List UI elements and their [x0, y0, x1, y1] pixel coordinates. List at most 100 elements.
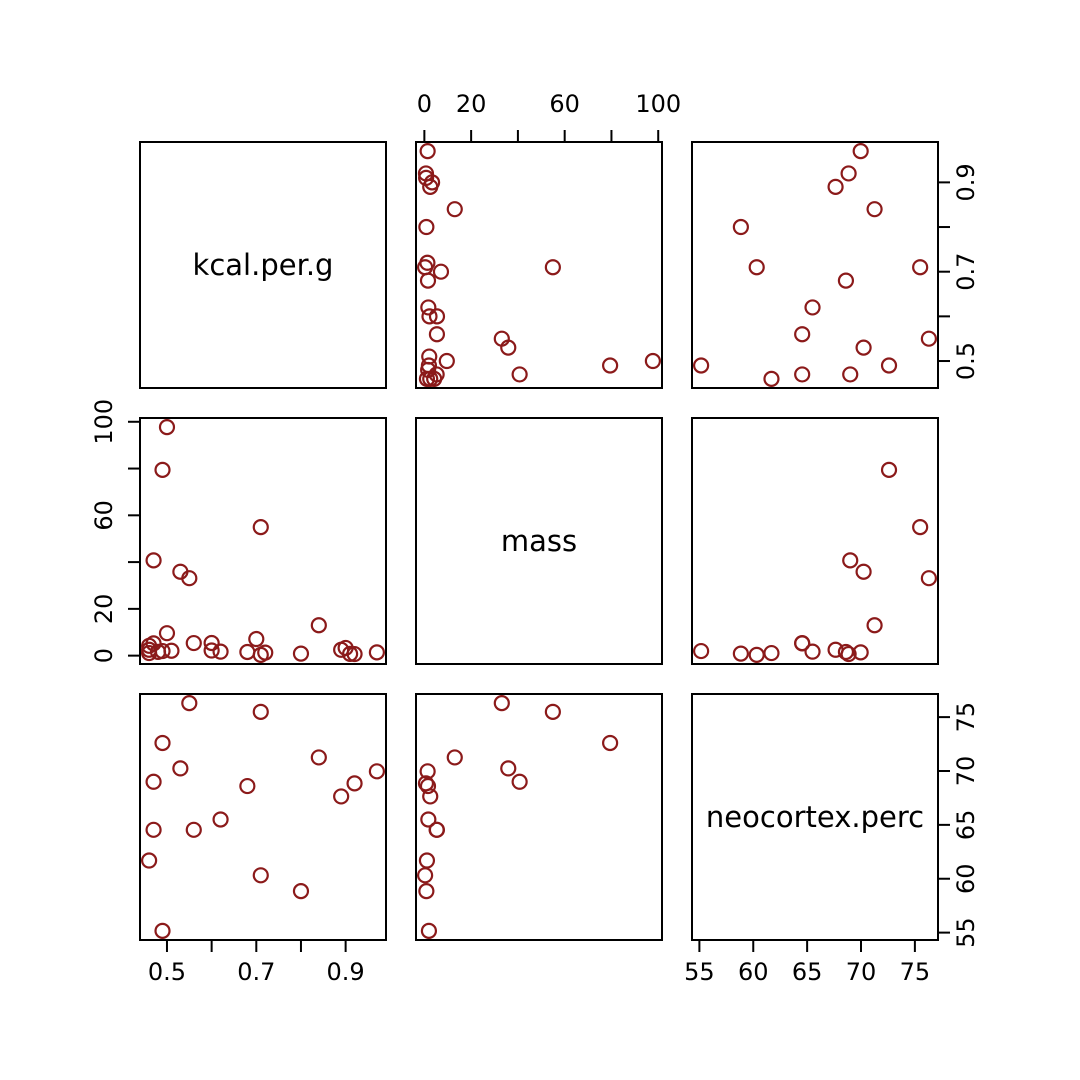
panel-border — [415, 417, 663, 665]
data-point — [212, 811, 229, 828]
tick-label: 60 — [952, 863, 980, 894]
tick-label: 20 — [90, 594, 118, 625]
tick-label: 60 — [738, 958, 769, 986]
panel-border — [691, 693, 939, 941]
data-point — [837, 272, 855, 289]
data-point — [912, 519, 929, 536]
data-point — [310, 749, 327, 766]
data-point — [333, 788, 350, 805]
data-point — [763, 644, 780, 662]
data-point — [446, 749, 463, 766]
tick-label: 70 — [952, 756, 980, 787]
tick-label: 75 — [952, 702, 980, 733]
data-point — [292, 645, 310, 662]
data-point — [644, 352, 661, 370]
axis-bottom-kcal.per.g: 0.5 0.7 0.9 — [148, 940, 365, 986]
data-point — [248, 630, 265, 648]
data-point — [292, 883, 310, 900]
data-point — [420, 299, 437, 316]
data-point — [804, 299, 821, 316]
data-point — [154, 461, 171, 478]
tick-label: 20 — [456, 90, 487, 118]
data-point — [181, 695, 198, 712]
tick-label: 0.5 — [952, 342, 980, 380]
data-point — [855, 563, 872, 580]
data-point — [794, 366, 811, 383]
tick-label: 0.7 — [952, 253, 980, 291]
scatter-panel-mass-vs-kcal.per.g — [139, 417, 387, 665]
data-point — [511, 366, 528, 383]
data-point — [257, 644, 274, 661]
data-point — [438, 352, 455, 370]
data-point — [432, 263, 450, 280]
tick-label: 55 — [952, 917, 980, 948]
data-point — [511, 773, 528, 790]
scatter-panel-neocortex.perc-vs-kcal.per.g — [139, 693, 387, 941]
data-point — [912, 259, 929, 276]
data-point — [310, 617, 327, 634]
data-point — [920, 570, 937, 587]
tick-label: 0.9 — [952, 163, 980, 201]
data-point — [428, 821, 446, 838]
panel-border — [139, 141, 387, 389]
data-point — [141, 852, 158, 869]
data-point — [419, 254, 436, 271]
data-point — [368, 644, 385, 661]
data-point — [163, 642, 180, 659]
scatter-panel-kcal.per.g-vs-mass — [415, 141, 663, 389]
panel-border — [415, 141, 663, 389]
data-point — [417, 867, 434, 884]
data-point — [368, 763, 385, 780]
data-point — [421, 348, 438, 365]
data-point — [428, 326, 446, 343]
data-point — [544, 703, 561, 720]
data-point — [418, 370, 436, 387]
data-point — [417, 775, 435, 792]
data-point — [239, 643, 256, 661]
data-point — [419, 272, 437, 289]
data-point — [172, 760, 189, 777]
diagonal-variable-label: neocortex.perc — [706, 800, 924, 834]
tick-label: 0.7 — [237, 958, 275, 986]
data-point — [426, 370, 443, 387]
data-point — [158, 419, 176, 436]
data-point — [693, 642, 710, 660]
data-point — [920, 330, 937, 347]
data-point — [842, 552, 859, 569]
data-point — [763, 370, 780, 387]
diagonal-variable-label: mass — [501, 524, 577, 558]
tick-label: 70 — [846, 958, 877, 986]
tick-label: 55 — [684, 958, 715, 986]
panel-border — [691, 141, 939, 389]
data-point — [418, 852, 436, 869]
data-point — [158, 625, 176, 642]
data-point — [544, 259, 561, 276]
data-point — [794, 634, 811, 652]
tick-label: 0.9 — [327, 958, 365, 986]
data-point — [203, 634, 220, 652]
tick-label: 60 — [90, 500, 118, 531]
data-point — [840, 165, 857, 182]
diagonal-variable-label: kcal.per.g — [193, 248, 334, 282]
data-point — [602, 357, 619, 374]
data-point — [732, 645, 749, 662]
tick-label: 0 — [417, 90, 432, 118]
data-point — [172, 563, 189, 580]
data-point — [418, 883, 435, 900]
data-point — [493, 695, 510, 712]
data-point — [154, 734, 171, 752]
data-point — [748, 259, 765, 276]
tick-label: 100 — [635, 90, 681, 118]
data-point — [141, 644, 158, 662]
data-point — [239, 777, 256, 795]
data-point — [842, 366, 859, 383]
data-point — [428, 308, 446, 325]
data-point — [855, 339, 872, 356]
diagonal-panel-mass: mass — [415, 417, 663, 665]
data-point — [145, 821, 162, 838]
data-point — [145, 773, 162, 790]
data-point — [337, 639, 354, 657]
diagonal-panel-kcal.per.g: kcal.per.g — [139, 141, 387, 389]
data-point — [252, 867, 269, 884]
